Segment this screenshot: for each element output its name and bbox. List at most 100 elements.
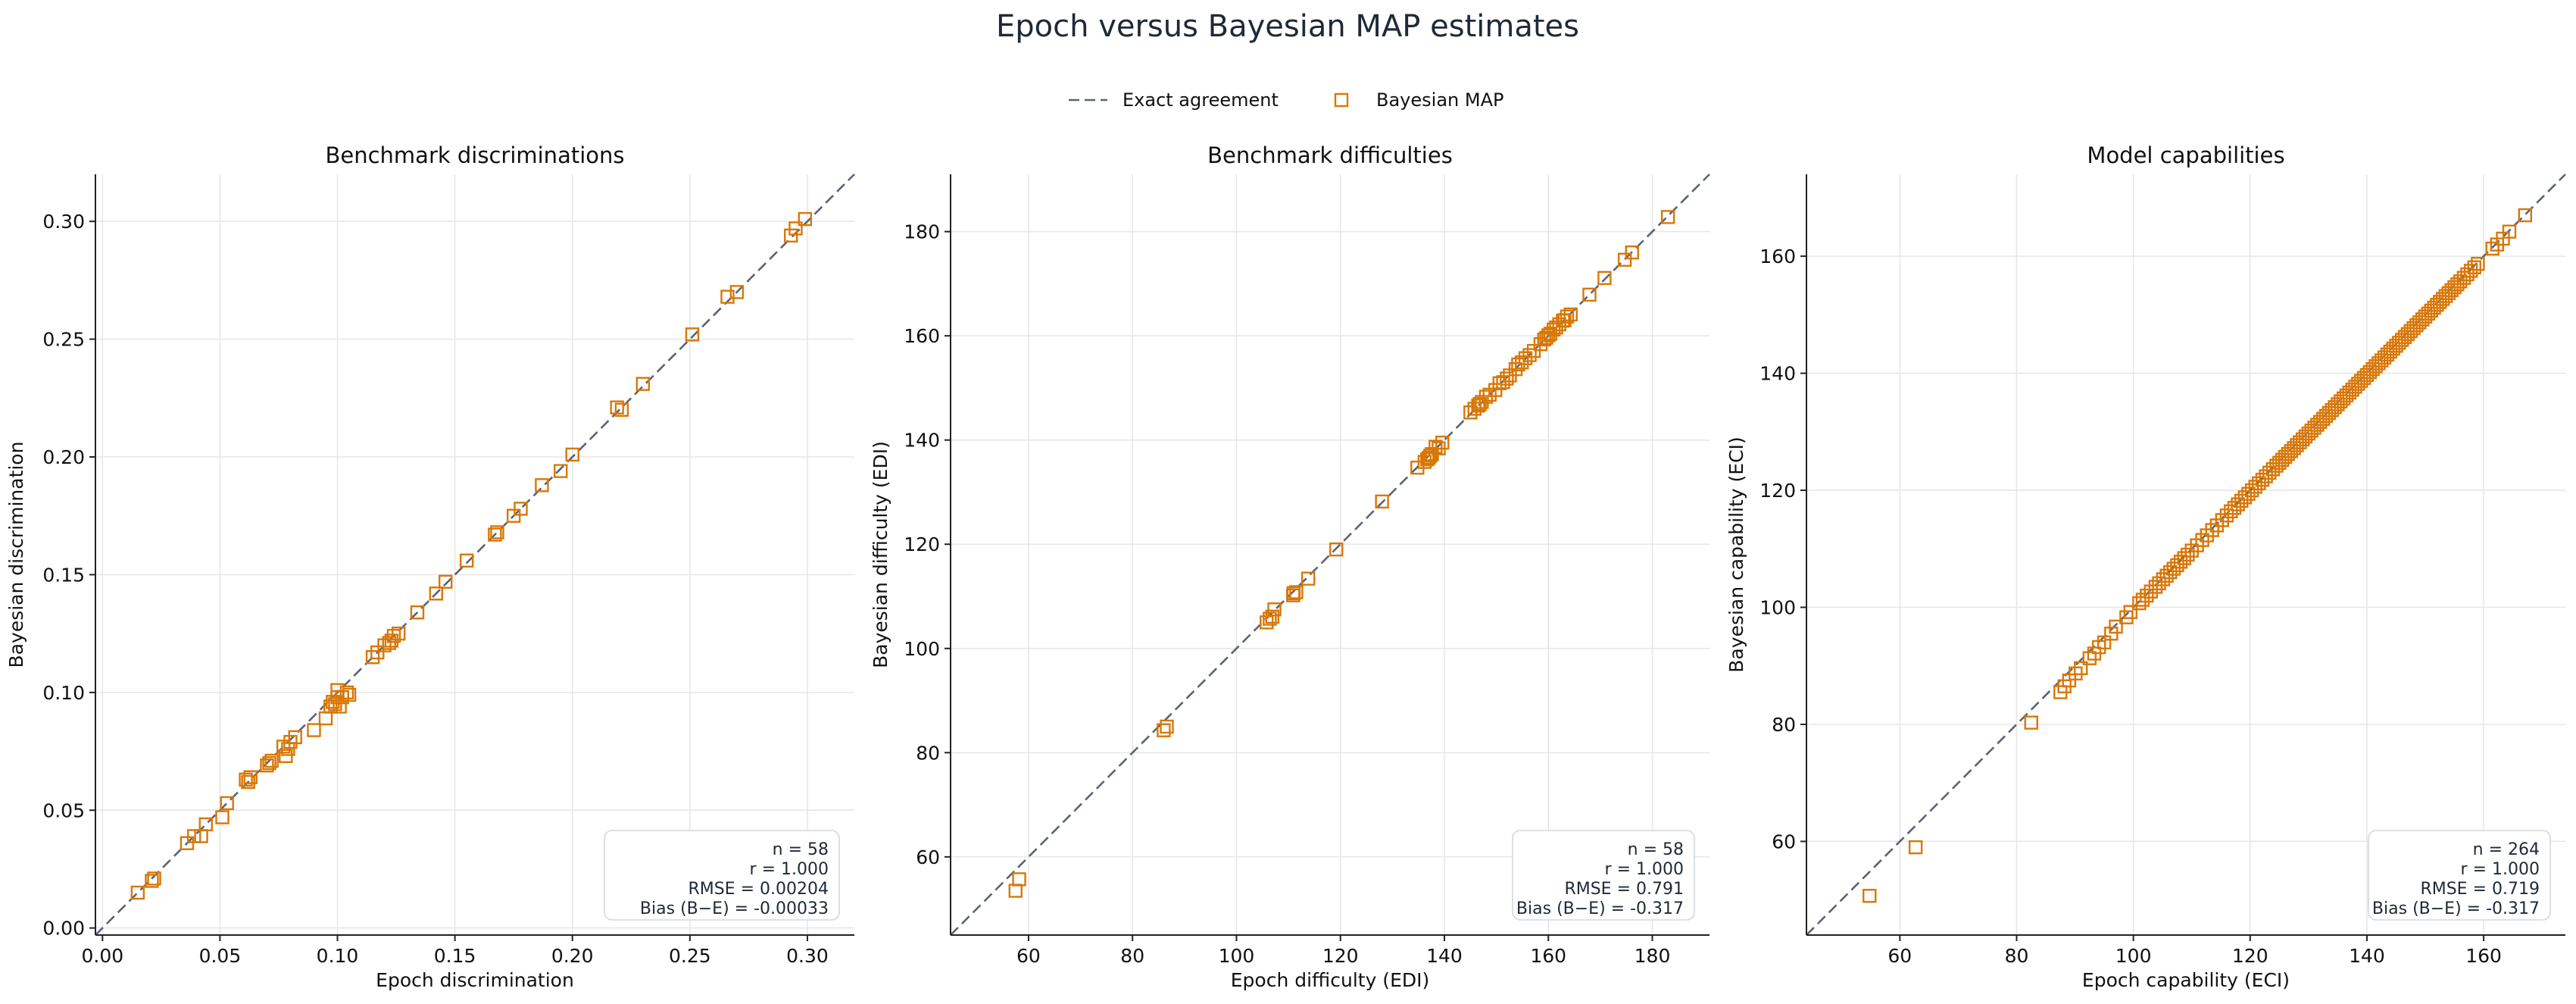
data-point [318, 711, 333, 726]
data-point [384, 633, 399, 648]
x-tick-label: 0.30 [786, 945, 829, 967]
x-tick-label: 0.05 [199, 945, 242, 967]
data-point [2227, 501, 2242, 515]
data-point [243, 770, 258, 784]
data-point [2205, 523, 2219, 537]
data-point [2162, 565, 2178, 580]
x-tick-label: 60 [1888, 945, 1912, 967]
stats-line: n = 58 [773, 840, 829, 859]
stats-line: r = 1.000 [1605, 860, 1684, 879]
data-point [2152, 576, 2166, 591]
data-point [145, 874, 159, 888]
data-point [2144, 584, 2158, 599]
stats-line: RMSE = 0.791 [1564, 880, 1684, 899]
data-point [370, 645, 385, 660]
y-tick-label: 140 [904, 430, 940, 452]
x-tick-label: 60 [1016, 945, 1041, 967]
x-axis-label: Epoch difficulty (EDI) [1231, 969, 1430, 991]
x-tick-label: 120 [2232, 945, 2268, 967]
panel-3: 60 80 100 120 140 160 60 80 100 120 140 160 Model ca… [1725, 142, 2566, 991]
data-point [1492, 376, 1507, 390]
x-axis-label: Epoch discrimination [376, 969, 574, 991]
data-point [488, 527, 502, 542]
x-tick-label: 120 [1322, 945, 1359, 967]
data-point [2259, 469, 2273, 483]
x-tick-label: 0.15 [434, 945, 476, 967]
data-point [2215, 513, 2229, 527]
y-tick-label: 60 [916, 846, 940, 868]
data-point [2156, 572, 2171, 586]
data-point [1267, 602, 1282, 617]
data-point [2252, 476, 2266, 490]
data-point [2140, 588, 2154, 603]
data-point [1160, 719, 1174, 734]
data-point [2195, 533, 2209, 547]
y-tick-label: 80 [1772, 714, 1796, 736]
data-point [262, 755, 276, 771]
data-point [187, 829, 201, 843]
data-point [339, 685, 354, 700]
data-point [2177, 551, 2191, 565]
data-point [2502, 224, 2517, 239]
data-point [1511, 357, 1525, 372]
data-point [554, 464, 568, 478]
legend-line-label: Exact agreement [1123, 89, 1279, 111]
data-point [2219, 508, 2234, 523]
stats-line: r = 1.000 [750, 860, 829, 879]
x-tick-label: 80 [2005, 945, 2029, 967]
data-point [2237, 490, 2253, 505]
data-point [2159, 568, 2174, 583]
data-point [333, 699, 347, 714]
data-point [335, 690, 349, 705]
data-point [1329, 542, 1344, 557]
data-point [429, 586, 444, 601]
data-point [180, 836, 195, 850]
data-point [1265, 609, 1280, 624]
data-point [1515, 355, 1529, 370]
data-point [260, 758, 274, 773]
data-point [685, 327, 700, 342]
data-point [1375, 494, 1389, 509]
x-tick-label: 100 [1219, 945, 1255, 967]
data-point [1617, 252, 1632, 267]
data-point [130, 885, 145, 900]
data-point [535, 478, 549, 493]
data-point [2518, 208, 2533, 223]
y-tick-label: 60 [1772, 830, 1796, 852]
data-point [2463, 264, 2478, 278]
data-point [1539, 330, 1553, 346]
panel-title: Model capabilities [2087, 142, 2284, 168]
data-point [377, 638, 392, 652]
data-point [307, 723, 321, 737]
data-point [720, 289, 735, 304]
y-tick-label: 100 [904, 638, 940, 660]
y-tick-label: 0.15 [42, 564, 85, 586]
data-point [386, 629, 401, 643]
data-point [2024, 715, 2038, 730]
data-point [635, 377, 651, 391]
panels: 0.00 0.05 0.10 0.15 0.20 0.25 0.30 0.00 0.05 0.10… [5, 142, 2566, 991]
data-point [1625, 245, 1639, 260]
y-tick-label: 0.20 [42, 446, 85, 468]
data-point [365, 650, 380, 665]
y-tick-label: 160 [1759, 246, 1796, 267]
panel-title: Benchmark discriminations [325, 142, 624, 168]
data-point [2485, 241, 2500, 256]
x-tick-label: 160 [2465, 945, 2502, 967]
data-point [514, 502, 528, 516]
data-point [147, 871, 161, 886]
data-point [288, 730, 302, 745]
data-point [1420, 452, 1435, 467]
x-tick-label: 0.20 [551, 945, 594, 967]
data-point [490, 525, 504, 540]
data-point [1472, 397, 1487, 411]
stats-line: Bias (B−E) = -0.317 [2372, 899, 2540, 918]
data-point [1429, 439, 1443, 454]
data-point [2241, 486, 2256, 501]
data-point [2170, 558, 2184, 573]
y-tick-label: 80 [916, 742, 940, 764]
data-point [241, 774, 255, 790]
data-point [2467, 260, 2481, 274]
x-tick-label: 0.10 [317, 945, 359, 967]
